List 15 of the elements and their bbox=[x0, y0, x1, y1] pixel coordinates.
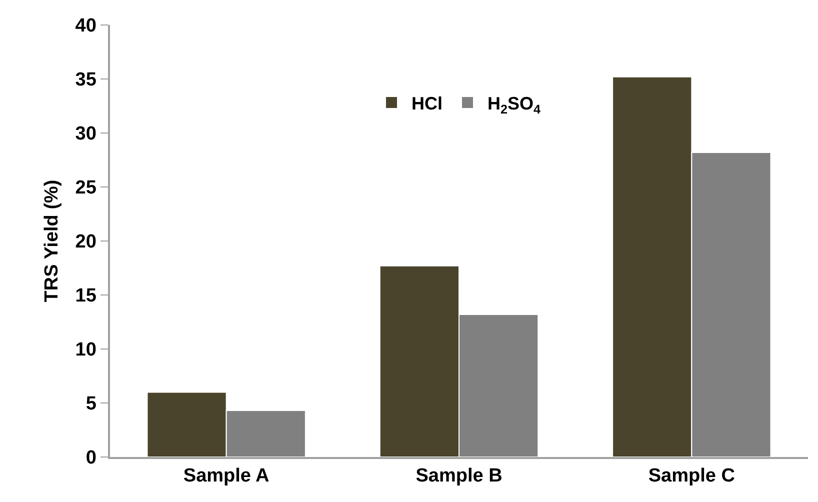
y-tick-label: 40 bbox=[75, 16, 96, 37]
y-tick-label: 30 bbox=[75, 124, 96, 145]
x-tick-label: Sample A bbox=[183, 466, 270, 487]
y-tick-label: 25 bbox=[75, 178, 97, 199]
y-tick-label: 5 bbox=[86, 394, 97, 415]
y-axis-title: TRS Yield (%) bbox=[42, 180, 63, 302]
legend-label: HCl bbox=[412, 93, 442, 114]
x-tick-label: Sample B bbox=[416, 466, 502, 487]
y-tick-label: 35 bbox=[75, 70, 97, 91]
y-tick-label: 0 bbox=[86, 448, 96, 469]
x-tick-label: Sample C bbox=[648, 466, 736, 487]
y-tick-label: 15 bbox=[75, 286, 97, 307]
y-tick-label: 20 bbox=[75, 232, 96, 253]
legend-label: H$_{2}$SO$_{4}$ bbox=[488, 93, 541, 116]
y-tick-label: 10 bbox=[75, 340, 96, 361]
